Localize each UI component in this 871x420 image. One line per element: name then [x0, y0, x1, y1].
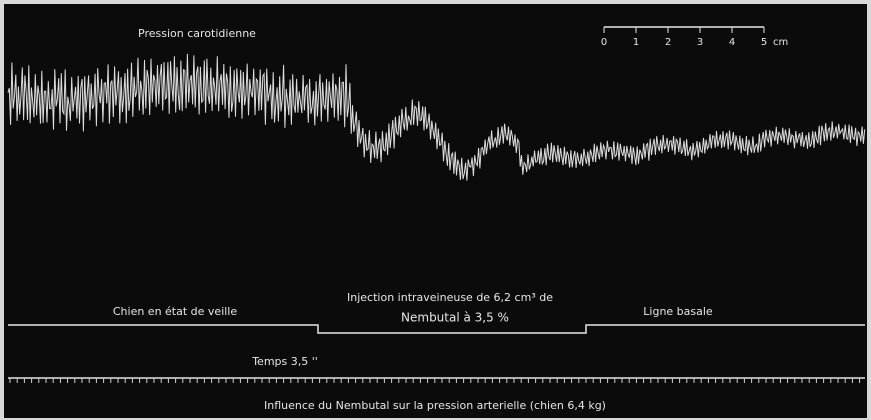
scale-label: 0: [601, 37, 607, 48]
injection-text: Injection intraveineuse de 6,2 cm³ de: [347, 291, 553, 304]
scale-label: 5: [761, 37, 767, 48]
injection-text: Nembutal à 3,5 %: [401, 311, 509, 325]
scale-label: 1: [633, 37, 639, 48]
recording: Pression carotidienne 0 1 2 3 4 5 cm Chien en …: [0, 0, 871, 420]
signal-left: Chien en état de veille: [113, 305, 238, 318]
signal-right: Ligne basale: [643, 305, 713, 318]
film: [4, 4, 867, 418]
scale-label: 3: [697, 37, 703, 48]
page: Pression carotidienne 0 1 2 3 4 5 cm Chien en …: [0, 0, 871, 420]
trace-title: Pression carotidienne: [138, 27, 256, 40]
time-label: Temps 3,5 '': [251, 355, 318, 368]
caption: Influence du Nembutal sur la pression ar…: [264, 399, 606, 412]
scale-unit: cm: [773, 37, 788, 48]
scale-label: 4: [729, 37, 735, 48]
scale-label: 2: [665, 37, 671, 48]
